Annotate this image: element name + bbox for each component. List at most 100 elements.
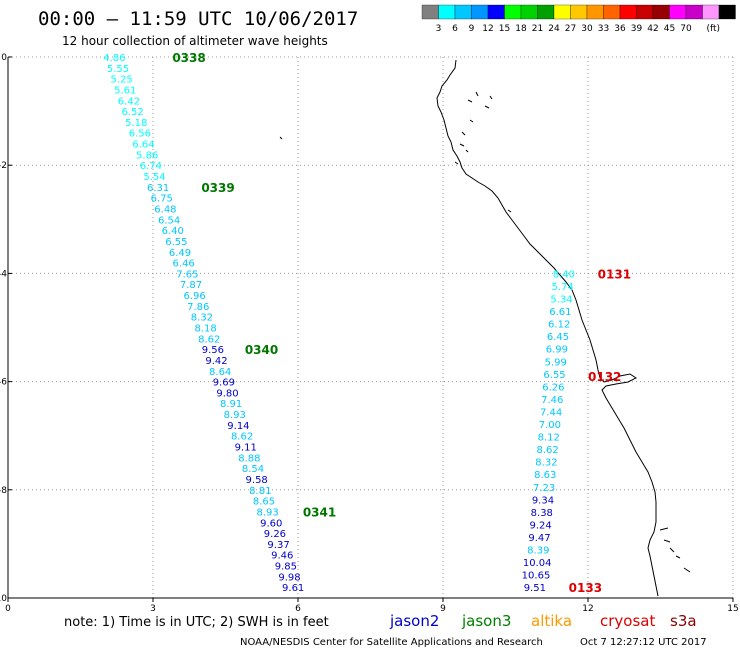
wave-height-value: 6.31	[147, 183, 169, 194]
wave-height-value: 6.61	[549, 307, 571, 318]
wave-height-value: 9.47	[528, 533, 550, 544]
wave-height-value: 8.62	[231, 432, 253, 443]
wave-height-value: 8.88	[238, 453, 260, 464]
wave-height-value: 8.39	[527, 546, 549, 557]
wave-height-value: 6.55	[165, 237, 187, 248]
chart-subtitle: 12 hour collection of altimeter wave hei…	[62, 34, 328, 48]
wave-height-value: 8.54	[242, 464, 264, 475]
wave-height-value: 4.86	[103, 53, 125, 64]
y-tick-label: -10	[0, 594, 7, 604]
legend-swatch	[619, 4, 637, 20]
wave-height-value: 7.44	[540, 407, 562, 418]
legend-swatch	[438, 4, 456, 20]
wave-height-value: 5.34	[550, 295, 572, 306]
wave-height-value: 6.12	[548, 320, 570, 331]
wave-height-value: 7.65	[176, 269, 198, 280]
legend-label: 9	[469, 24, 475, 34]
legend-label: 27	[565, 24, 576, 34]
wave-height-value: 9.51	[524, 583, 546, 594]
satellite-tracks: 4.865.555.255.616.426.525.186.566.645.86…	[103, 51, 631, 595]
legend-label: 18	[515, 24, 527, 34]
x-tick-label: 3	[150, 604, 156, 614]
legend-label: 33	[598, 24, 609, 34]
pass-time-label: 0339	[201, 181, 234, 195]
wave-height-value: 8.91	[220, 399, 242, 410]
color-legend: 3 6 9 12 15 18 21 24 27 30 33 36 39 42 45 70 (ft)	[421, 4, 736, 34]
legend-swatch	[652, 4, 670, 20]
wave-height-value: 8.64	[209, 367, 231, 378]
wave-height-value: 10.04	[523, 558, 552, 569]
legend-label: 15	[499, 24, 510, 34]
legend-swatch	[504, 4, 522, 20]
wave-height-value: 8.32	[191, 313, 213, 324]
wave-height-value: 6.96	[183, 291, 205, 302]
wave-height-value: 9.60	[260, 518, 282, 529]
legend-label: 30	[581, 24, 593, 34]
chart-title: 00:00 – 11:59 UTC 10/06/2017	[38, 8, 358, 30]
legend-swatch	[718, 4, 736, 20]
wave-height-value: 8.62	[198, 334, 220, 345]
legend-label: 3	[436, 24, 442, 34]
coastline	[279, 59, 691, 597]
legend-label: 12	[482, 24, 493, 34]
wave-height-value: 6.52	[121, 107, 143, 118]
wave-height-value: 5.61	[114, 85, 136, 96]
coastline-islands	[279, 91, 691, 573]
legend-label: 21	[532, 24, 543, 34]
wave-height-value: 6.54	[158, 215, 180, 226]
legend-swatch	[570, 4, 588, 20]
wave-height-value: 7.86	[187, 302, 209, 313]
wave-height-value: 7.87	[180, 280, 202, 291]
legend-swatch	[669, 4, 687, 20]
wave-height-value: 6.74	[140, 161, 162, 172]
wave-height-value: 6.64	[132, 140, 154, 151]
legend-label: 6	[452, 24, 458, 34]
legend-swatch	[553, 4, 571, 20]
legend-swatch	[520, 4, 538, 20]
satellite-name: jason3	[461, 612, 511, 630]
satellite-name: cryosat	[600, 612, 655, 630]
wave-height-value: 9.11	[235, 443, 257, 454]
y-tick-label: 0	[1, 53, 7, 63]
wave-height-value: 5.25	[110, 75, 132, 86]
pass-time-label: 0338	[172, 51, 205, 65]
legend-swatch	[702, 4, 720, 20]
satellite-name: altika	[531, 612, 572, 630]
wave-height-value: 5.55	[107, 64, 129, 75]
wave-height-value: 5.74	[552, 282, 574, 293]
wave-height-value: 5.18	[125, 118, 147, 129]
pass-time-label: 0341	[303, 505, 336, 519]
wave-height-value: 9.56	[202, 345, 224, 356]
legend-swatch	[537, 4, 555, 20]
wave-height-value: 9.37	[267, 540, 289, 551]
wave-height-value: 8.32	[535, 458, 557, 469]
wave-height-value: 5.99	[545, 357, 567, 368]
wave-height-value: 6.56	[129, 129, 151, 140]
wave-height-value: 9.26	[264, 529, 286, 540]
wave-height-value: 6.40	[162, 226, 184, 237]
wave-height-value: 8.81	[249, 486, 271, 497]
legend-label: 24	[548, 24, 560, 34]
legend-swatch	[603, 4, 621, 20]
wave-height-value: 8.93	[256, 507, 278, 518]
wave-height-value: 6.99	[546, 345, 568, 356]
wave-height-value: 8.63	[534, 470, 556, 481]
wave-height-value: 6.48	[154, 204, 176, 215]
legend-label: 36	[614, 24, 626, 34]
y-tick-label: -2	[0, 161, 7, 171]
footer-note: note: 1) Time is in UTC; 2) SWH is in fe…	[64, 615, 329, 630]
wave-height-value: 7.00	[539, 420, 561, 431]
wave-height-value: 9.98	[278, 572, 300, 583]
wave-height-value: 7.23	[533, 483, 555, 494]
wave-height-value: 6.49	[169, 248, 191, 259]
wave-height-value: 9.34	[532, 495, 554, 506]
x-tick-label: 0	[5, 604, 11, 614]
wave-height-value: 9.58	[246, 475, 268, 486]
pass-time-label: 0133	[569, 581, 602, 595]
coastline-path	[436, 59, 659, 597]
y-tick-label: -4	[0, 269, 7, 279]
wave-height-value: 9.61	[282, 583, 304, 594]
wave-height-value: 10.65	[522, 571, 551, 582]
satellite-legend: jason2 jason3 altika cryosat s3a	[389, 612, 697, 630]
